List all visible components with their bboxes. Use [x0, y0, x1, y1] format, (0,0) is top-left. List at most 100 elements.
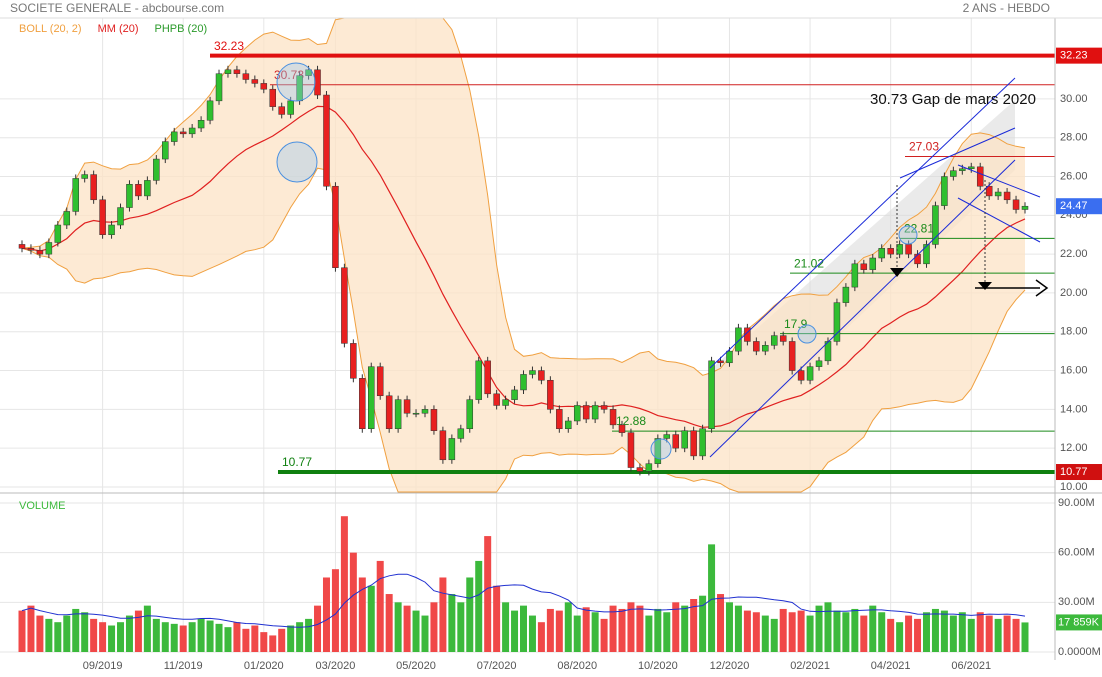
y-tick-label: 90.00M: [1058, 497, 1095, 509]
candle-body: [90, 174, 97, 201]
x-tick-label: 08/2020: [557, 660, 597, 672]
candle-body: [887, 248, 894, 255]
price-box-label: 32.23: [1060, 50, 1088, 62]
legend-entry: MM (20): [98, 23, 139, 35]
volume-bar: [251, 625, 259, 652]
volume-bar: [152, 618, 160, 652]
volume-bar: [752, 612, 760, 652]
volume-bar: [708, 544, 716, 652]
channel-line: [709, 159, 1016, 458]
candle-body: [520, 374, 527, 391]
candle-body: [699, 428, 706, 457]
candle-body: [341, 267, 348, 344]
candle-body: [941, 176, 948, 206]
volume-bar: [967, 618, 975, 652]
y-tick-label: 20.00: [1060, 287, 1088, 299]
volume-bar: [627, 602, 635, 652]
volume-bar: [734, 605, 742, 652]
candle-body: [905, 244, 912, 255]
volume-bar: [242, 628, 250, 652]
volume-bar: [170, 623, 178, 652]
candle-body: [636, 467, 644, 472]
candle-body: [162, 141, 169, 160]
volume-bar: [636, 605, 644, 652]
volume-bar: [322, 577, 330, 652]
candle-body: [788, 341, 796, 371]
candle-body: [484, 360, 491, 395]
volume-bar: [931, 608, 939, 652]
candle-body: [672, 434, 679, 449]
volume-bar: [878, 612, 886, 652]
candle-body: [153, 158, 160, 181]
candle-body: [493, 393, 500, 406]
volume-bar: [618, 608, 626, 652]
volume-bar: [743, 610, 751, 652]
candle-body: [430, 409, 438, 431]
volume-bar: [806, 615, 814, 652]
y-tick-label: 28.00: [1060, 132, 1088, 144]
volume-bar: [940, 610, 948, 652]
volume-bar: [430, 602, 438, 652]
volume-bar: [224, 627, 232, 652]
x-tick-label: 04/2021: [871, 660, 911, 672]
volume-bar: [439, 577, 447, 652]
volume-bar: [520, 605, 527, 652]
x-tick-label: 10/2020: [638, 660, 678, 672]
y-tick-label: 14.00: [1060, 403, 1088, 415]
candle-body: [779, 335, 787, 342]
volume-bar: [788, 612, 796, 652]
volume-bar: [976, 612, 984, 652]
x-tick-label: 06/2021: [951, 660, 991, 672]
volume-bar: [421, 615, 429, 652]
candle-body: [394, 399, 402, 429]
x-tick-label: 03/2020: [316, 660, 356, 672]
volume-bar: [63, 615, 71, 652]
candle-body: [269, 88, 276, 107]
candle-body: [135, 184, 142, 197]
candle-body: [197, 120, 205, 129]
circle-marker: [276, 141, 318, 183]
candle-body: [726, 350, 733, 364]
candle-body: [735, 327, 742, 352]
volume-bar: [887, 618, 895, 652]
volume-bar: [385, 594, 393, 652]
x-tick-label: 07/2020: [477, 660, 517, 672]
candle-body: [36, 249, 44, 255]
x-tick-label: 02/2021: [790, 660, 830, 672]
candle-body: [385, 395, 393, 429]
candle-body: [350, 343, 357, 379]
volume-bar: [654, 608, 662, 652]
candle-body: [170, 131, 178, 142]
volume-bar: [117, 622, 125, 652]
candle-body: [994, 191, 1002, 197]
volume-bar: [72, 608, 80, 652]
candle-body: [466, 399, 474, 429]
volume-bar: [134, 610, 142, 652]
candle-body: [179, 131, 187, 135]
volume-bar: [725, 602, 733, 652]
candle-body: [547, 379, 554, 410]
volume-bar: [45, 618, 53, 652]
volume-bar: [376, 560, 384, 652]
candle-body: [323, 94, 330, 187]
candle-body: [985, 185, 993, 197]
x-tick-label: 09/2019: [83, 660, 123, 672]
volume-bar: [564, 602, 572, 652]
circle-marker: [650, 438, 672, 460]
volume-bar: [609, 605, 617, 652]
candle-body: [914, 253, 921, 265]
price-box-label: 24.47: [1060, 200, 1088, 212]
candle-body: [305, 69, 312, 76]
volume-bar: [833, 610, 841, 652]
level-label: 27.03: [909, 140, 939, 154]
candle-body: [797, 370, 805, 381]
bollinger: [21, 17, 1026, 493]
volume-average: [21, 573, 1026, 628]
candle-body: [224, 69, 232, 74]
candle-body: [869, 257, 877, 270]
x-tick-label: 05/2020: [396, 660, 436, 672]
volume-bar: [394, 602, 402, 652]
price-box: [1056, 47, 1102, 64]
volume-bar: [914, 618, 922, 652]
